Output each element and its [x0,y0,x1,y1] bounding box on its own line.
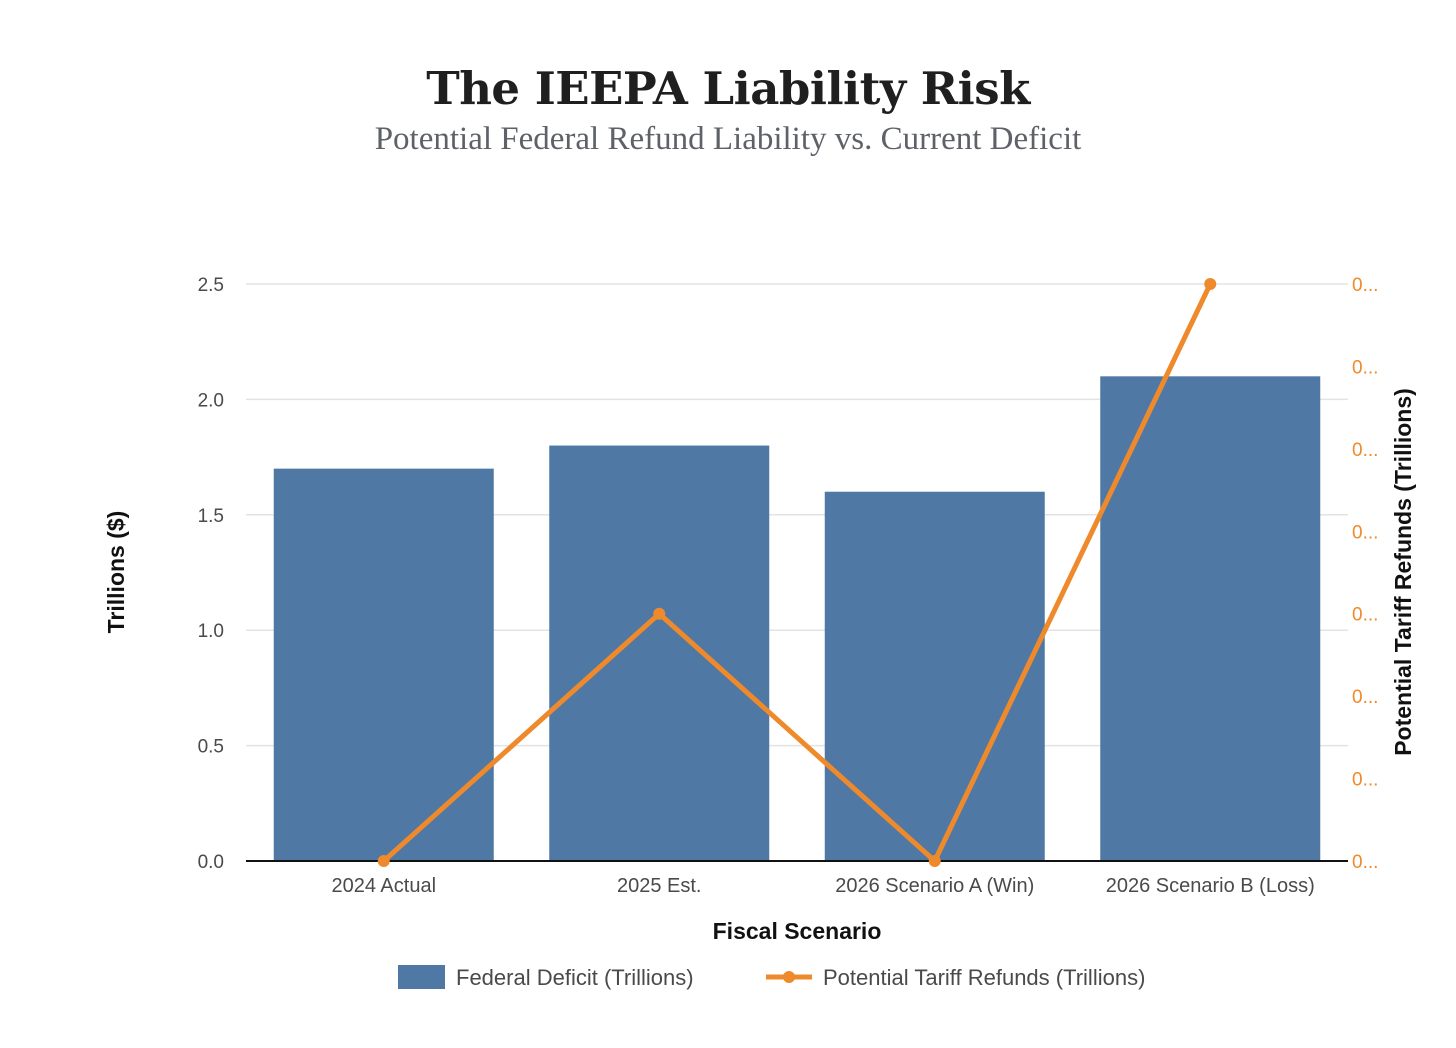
bar[interactable] [1100,376,1321,861]
y2-tick-label: 0... [1352,605,1378,626]
legend-swatch-marker [783,971,795,983]
bar[interactable] [824,491,1045,861]
y-tick-label: 2.5 [198,275,224,296]
chart-title: The IEEPA Liability Risk [426,62,1030,115]
y2-tick-label: 0... [1352,522,1378,543]
line-series [377,278,1217,867]
y2-tick-label: 0... [1352,357,1378,378]
y-tick-label: 0.5 [198,737,224,758]
legend: Federal Deficit (Trillions) Potential Ta… [398,965,1145,990]
x-tick-label: 2026 Scenario B (Loss) [1106,875,1315,897]
y-tick-label: 1.0 [198,621,224,642]
tick-labels: 0.0 0.5 1.0 1.5 2.0 2.5 0... 0... 0... 0... 0... 0.… [198,275,1379,897]
legend-swatch-bar [398,965,445,989]
y2-tick-label: 0... [1352,687,1378,708]
y-axis-title: Trillions ($) [103,511,129,634]
y2-axis-title: Potential Tariff Refunds (Trillions) [1390,388,1416,756]
legend-item-deficit[interactable]: Federal Deficit (Trillions) [398,965,694,990]
legend-label-refunds: Potential Tariff Refunds (Trillions) [823,965,1145,990]
line-point[interactable] [1204,278,1217,290]
x-axis-title: Fiscal Scenario [713,918,882,944]
y-tick-label: 0.0 [198,852,224,873]
bar[interactable] [273,468,494,861]
chart-subtitle: Potential Federal Refund Liability vs. C… [374,121,1082,157]
legend-item-refunds[interactable]: Potential Tariff Refunds (Trillions) [766,965,1145,990]
bar[interactable] [549,445,770,861]
y2-tick-label: 0... [1352,275,1378,296]
x-tick-label: 2026 Scenario A (Win) [835,875,1034,897]
refund-line [382,282,1213,866]
legend-label-deficit: Federal Deficit (Trillions) [456,965,694,990]
y-tick-label: 1.5 [198,506,224,527]
y2-tick-label: 0... [1352,770,1378,791]
line-point[interactable] [377,855,390,867]
x-tick-label: 2024 Actual [331,875,436,897]
y2-tick-label: 0... [1352,852,1378,873]
bar-series [273,376,1321,861]
line-point[interactable] [928,855,941,867]
y-tick-label: 2.0 [198,390,224,411]
x-tick-label: 2025 Est. [617,875,702,897]
y2-tick-label: 0... [1352,440,1378,461]
line-point[interactable] [653,607,666,620]
